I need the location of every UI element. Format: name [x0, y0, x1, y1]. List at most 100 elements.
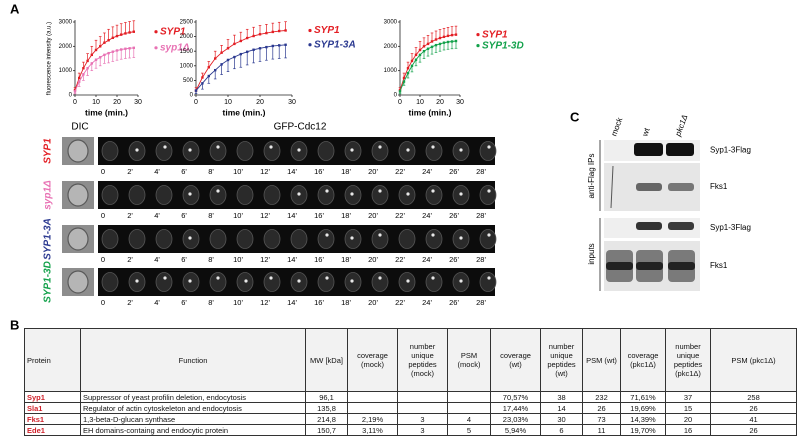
table-cell: 20 — [665, 413, 711, 425]
gfp-cell — [101, 272, 119, 292]
point — [220, 51, 223, 54]
legend-marker — [308, 28, 312, 33]
point — [406, 71, 410, 75]
lane-label: wt — [640, 126, 652, 138]
point — [265, 45, 268, 49]
point — [194, 89, 198, 92]
y-tick-label: 0 — [190, 93, 194, 99]
septin-spot — [325, 189, 329, 193]
dic-cell — [67, 227, 89, 251]
gfp-cell — [371, 185, 389, 205]
point — [120, 33, 123, 36]
gfp-cell — [155, 141, 173, 161]
point — [94, 48, 98, 52]
point — [398, 90, 402, 93]
point — [132, 46, 135, 49]
septin-spot — [431, 276, 435, 280]
timepoint-label: 0 — [101, 298, 105, 307]
point — [252, 48, 255, 51]
timepoint-label: 26' — [449, 211, 459, 220]
table-cell: 11 — [582, 424, 621, 436]
timepoint-label: 4' — [154, 298, 160, 307]
header-cell: coverage (pkc1Δ) — [620, 328, 666, 392]
timepoint-label: 22' — [395, 211, 405, 220]
septin-spot — [297, 148, 301, 152]
septin-spot — [163, 276, 167, 280]
band — [636, 262, 663, 270]
timepoint-label: 8' — [208, 298, 214, 307]
septin-spot — [378, 145, 382, 149]
table-cell: 41 — [710, 413, 797, 425]
point — [406, 67, 410, 70]
table-cell: 26 — [710, 424, 797, 436]
gfp-cell — [101, 229, 119, 249]
timepoint-label: 2' — [127, 255, 133, 264]
point — [94, 58, 98, 61]
timepoint-label: 16' — [314, 298, 324, 307]
x-tick-label: 20 — [113, 99, 121, 106]
septin-spot — [325, 276, 329, 280]
x-tick-label: 0 — [73, 99, 77, 106]
gfp-cell — [155, 185, 173, 205]
point — [128, 31, 131, 34]
gfp-cell — [236, 229, 254, 249]
gfp-cell — [425, 229, 443, 249]
point — [99, 45, 102, 48]
table-cell: 150,7 — [305, 424, 348, 436]
point — [82, 73, 85, 76]
timepoint-label: 22' — [395, 298, 405, 307]
septin-spot — [297, 192, 301, 196]
panel-label: B — [10, 317, 19, 332]
point — [246, 50, 249, 53]
legend-marker — [476, 33, 480, 37]
x-tick-label: 0 — [194, 99, 198, 106]
timepoint-label: 26' — [449, 167, 459, 176]
point — [426, 47, 430, 50]
gfp-cell — [209, 272, 227, 292]
timepoint-label: 4' — [154, 211, 160, 220]
gfp-cell — [128, 185, 146, 205]
gfp-cell — [317, 272, 335, 292]
point — [214, 57, 217, 60]
timepoint-label: 14' — [287, 211, 297, 220]
septin-spot — [378, 189, 382, 193]
y-tick-label: 1000 — [59, 68, 73, 74]
header-cell: PSM (pkc1Δ) — [710, 328, 797, 392]
x-tick-label: 30 — [134, 99, 142, 106]
septin-spot — [325, 233, 329, 237]
timepoint-label: 24' — [422, 167, 432, 176]
timepoint-label: 2' — [127, 298, 133, 307]
legend-marker — [154, 46, 158, 50]
timepoint-label: 18' — [341, 298, 351, 307]
x-axis-label: time (min.) — [409, 107, 452, 117]
gfp-cell — [155, 272, 173, 292]
point — [430, 40, 434, 43]
timepoint-label: 10' — [233, 255, 243, 264]
timepoint-label: 10' — [233, 211, 243, 220]
timepoint-label: 26' — [449, 298, 459, 307]
table-cell: 3 — [397, 413, 448, 425]
table-cell: 37 — [665, 391, 711, 403]
point — [226, 58, 230, 62]
timepoint-label: 14' — [287, 298, 297, 307]
septin-spot — [188, 148, 192, 152]
table-cell: 19,69% — [620, 402, 666, 414]
header-cell: PSM (wt) — [582, 328, 621, 392]
band-label: Syp1-3Flag — [710, 223, 751, 232]
point — [233, 42, 236, 46]
timepoint-label: 2' — [127, 167, 133, 176]
lane-label: pkc1Δ — [673, 113, 689, 138]
point — [271, 44, 274, 48]
table-cell: 71,61% — [620, 391, 666, 403]
dic-label: DIC — [71, 122, 88, 133]
table-cell — [397, 402, 448, 414]
septin-spot — [135, 279, 139, 283]
gfp-cell — [209, 141, 227, 161]
protein-cell: Sla1 — [24, 402, 81, 414]
point — [201, 82, 204, 85]
table-cell: 135,8 — [305, 402, 348, 414]
timepoint-label: 16' — [314, 167, 324, 176]
gfp-cell — [263, 272, 281, 292]
timepoint-label: 18' — [341, 211, 351, 220]
header-cell: number unique peptides (wt) — [540, 328, 583, 392]
